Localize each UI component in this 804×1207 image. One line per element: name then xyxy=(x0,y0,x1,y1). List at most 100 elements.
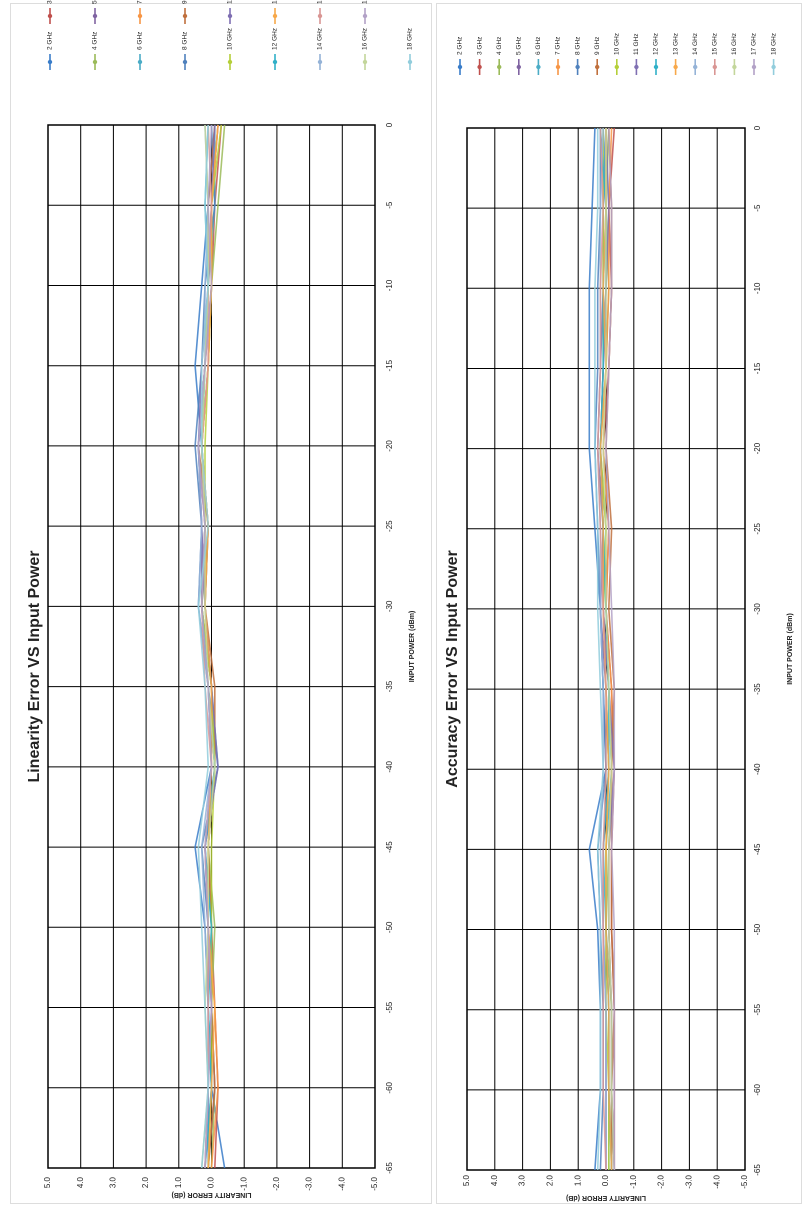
legend-marker xyxy=(497,64,502,70)
x-axis-label: INPUT POWER (dBm) xyxy=(409,611,416,683)
x-tick-label: -55 xyxy=(753,1003,762,1015)
x-tick-label: -25 xyxy=(385,520,394,532)
legend-marker xyxy=(732,64,737,70)
legend-marker xyxy=(771,64,776,70)
series-line xyxy=(197,124,210,1169)
x-tick-label: -35 xyxy=(753,683,762,695)
legend-label: 4 GHz xyxy=(92,32,99,50)
x-tick-label: -45 xyxy=(385,841,394,853)
x-tick-label: -60 xyxy=(385,1081,394,1093)
y-tick-label: 5.0 xyxy=(462,1174,471,1186)
chart-title: Linearity Error VS Input Power xyxy=(26,550,43,782)
x-tick-label: -30 xyxy=(385,600,394,612)
x-tick-label: -65 xyxy=(385,1162,394,1174)
legend-marker xyxy=(555,64,561,70)
series-line xyxy=(602,128,616,1171)
legend-label: 17 GHz xyxy=(362,0,369,4)
series-line xyxy=(596,127,607,1171)
legend-label: 10 GHz xyxy=(614,33,621,55)
legend-marker xyxy=(751,64,757,70)
x-tick-label: -50 xyxy=(385,921,394,933)
y-tick-label: -1.0 xyxy=(629,1174,638,1188)
legend-marker xyxy=(92,13,98,19)
x-tick-label: -40 xyxy=(753,763,762,775)
x-tick-label: -10 xyxy=(385,279,394,291)
panel-frame xyxy=(10,3,432,1204)
legend-marker xyxy=(712,64,717,70)
legend-marker xyxy=(614,64,620,70)
legend-label: 16 GHz xyxy=(362,28,369,50)
legend-label: 2 GHz xyxy=(457,37,464,55)
legend-label: 6 GHz xyxy=(137,32,144,50)
legend-marker xyxy=(516,64,522,70)
legend-marker xyxy=(137,59,143,65)
legend-label: 16 GHz xyxy=(731,33,738,55)
legend-label: 9 GHz xyxy=(182,0,189,4)
y-tick-label: 3.0 xyxy=(518,1174,527,1186)
legend-marker xyxy=(317,59,323,65)
legend-marker xyxy=(92,59,98,65)
legend-label: 3 GHz xyxy=(476,37,483,55)
legend-marker xyxy=(693,64,698,70)
series-line xyxy=(594,128,605,1171)
x-axis-label: INPUT POWER (dBm) xyxy=(787,613,794,685)
x-tick-label: -50 xyxy=(753,923,762,935)
legend-marker xyxy=(137,13,143,19)
legend-label: 3 GHz xyxy=(47,0,54,4)
legend-label: 7 GHz xyxy=(137,0,144,4)
x-tick-label: 0 xyxy=(753,125,762,130)
legend-label: 18 GHz xyxy=(407,28,414,50)
legend-label: 11 GHz xyxy=(633,33,640,55)
legend-label: 8 GHz xyxy=(574,37,581,55)
x-tick-label: -55 xyxy=(385,1001,394,1013)
x-tick-label: -15 xyxy=(385,359,394,371)
chart: Accuracy Error VS Input Power INPUT POWER… xyxy=(444,33,794,1201)
legend-label: 7 GHz xyxy=(555,37,562,55)
y-tick-label: -3.0 xyxy=(685,1174,694,1188)
y-axis-label: LINEARITY ERROR (dB) xyxy=(566,1194,646,1201)
x-tick-label: -35 xyxy=(385,680,394,692)
legend-label: 14 GHz xyxy=(692,33,699,55)
x-tick-label: -40 xyxy=(385,761,394,773)
legend-label: 4 GHz xyxy=(496,37,503,55)
y-tick-label: 2.0 xyxy=(546,1174,555,1186)
legend-label: 10 GHz xyxy=(227,28,234,50)
y-tick-label: 4.0 xyxy=(490,1174,499,1186)
legend-label: 6 GHz xyxy=(535,37,542,55)
legend-label: 11 GHz xyxy=(227,0,234,4)
legend-marker xyxy=(536,64,541,70)
legend-marker xyxy=(575,64,580,70)
legend-marker xyxy=(457,64,463,70)
series-line xyxy=(197,124,213,1169)
legend-marker xyxy=(272,13,278,19)
x-tick-label: -25 xyxy=(753,522,762,534)
y-tick-label: -4.0 xyxy=(712,1174,721,1188)
legend-label: 12 GHz xyxy=(653,33,660,55)
y-tick-label: -2.0 xyxy=(657,1174,666,1188)
legend-marker xyxy=(595,64,600,70)
legend-marker xyxy=(47,59,53,65)
y-tick-label: -3.0 xyxy=(305,1176,314,1190)
legend-label: 15 GHz xyxy=(712,33,719,55)
x-tick-label: -20 xyxy=(385,440,394,452)
legend-marker xyxy=(407,59,413,65)
legend-marker xyxy=(477,64,482,70)
legend-marker xyxy=(227,13,233,19)
x-tick-label: -5 xyxy=(753,204,762,212)
legend-marker xyxy=(182,13,188,19)
y-tick-label: 5.0 xyxy=(43,1176,52,1188)
x-tick-label: -65 xyxy=(753,1164,762,1176)
y-tick-label: 3.0 xyxy=(109,1176,118,1188)
legend-label: 12 GHz xyxy=(272,28,279,50)
y-tick-label: 0.0 xyxy=(207,1176,216,1188)
y-tick-label: 1.0 xyxy=(174,1176,183,1188)
legend-label: 17 GHz xyxy=(751,33,758,55)
y-tick-label: -2.0 xyxy=(272,1176,281,1190)
legend-label: 15 GHz xyxy=(317,0,324,4)
legend-marker xyxy=(227,59,233,65)
y-tick-label: -5.0 xyxy=(740,1174,749,1188)
legend-marker xyxy=(182,59,188,65)
legend-marker xyxy=(317,13,323,19)
